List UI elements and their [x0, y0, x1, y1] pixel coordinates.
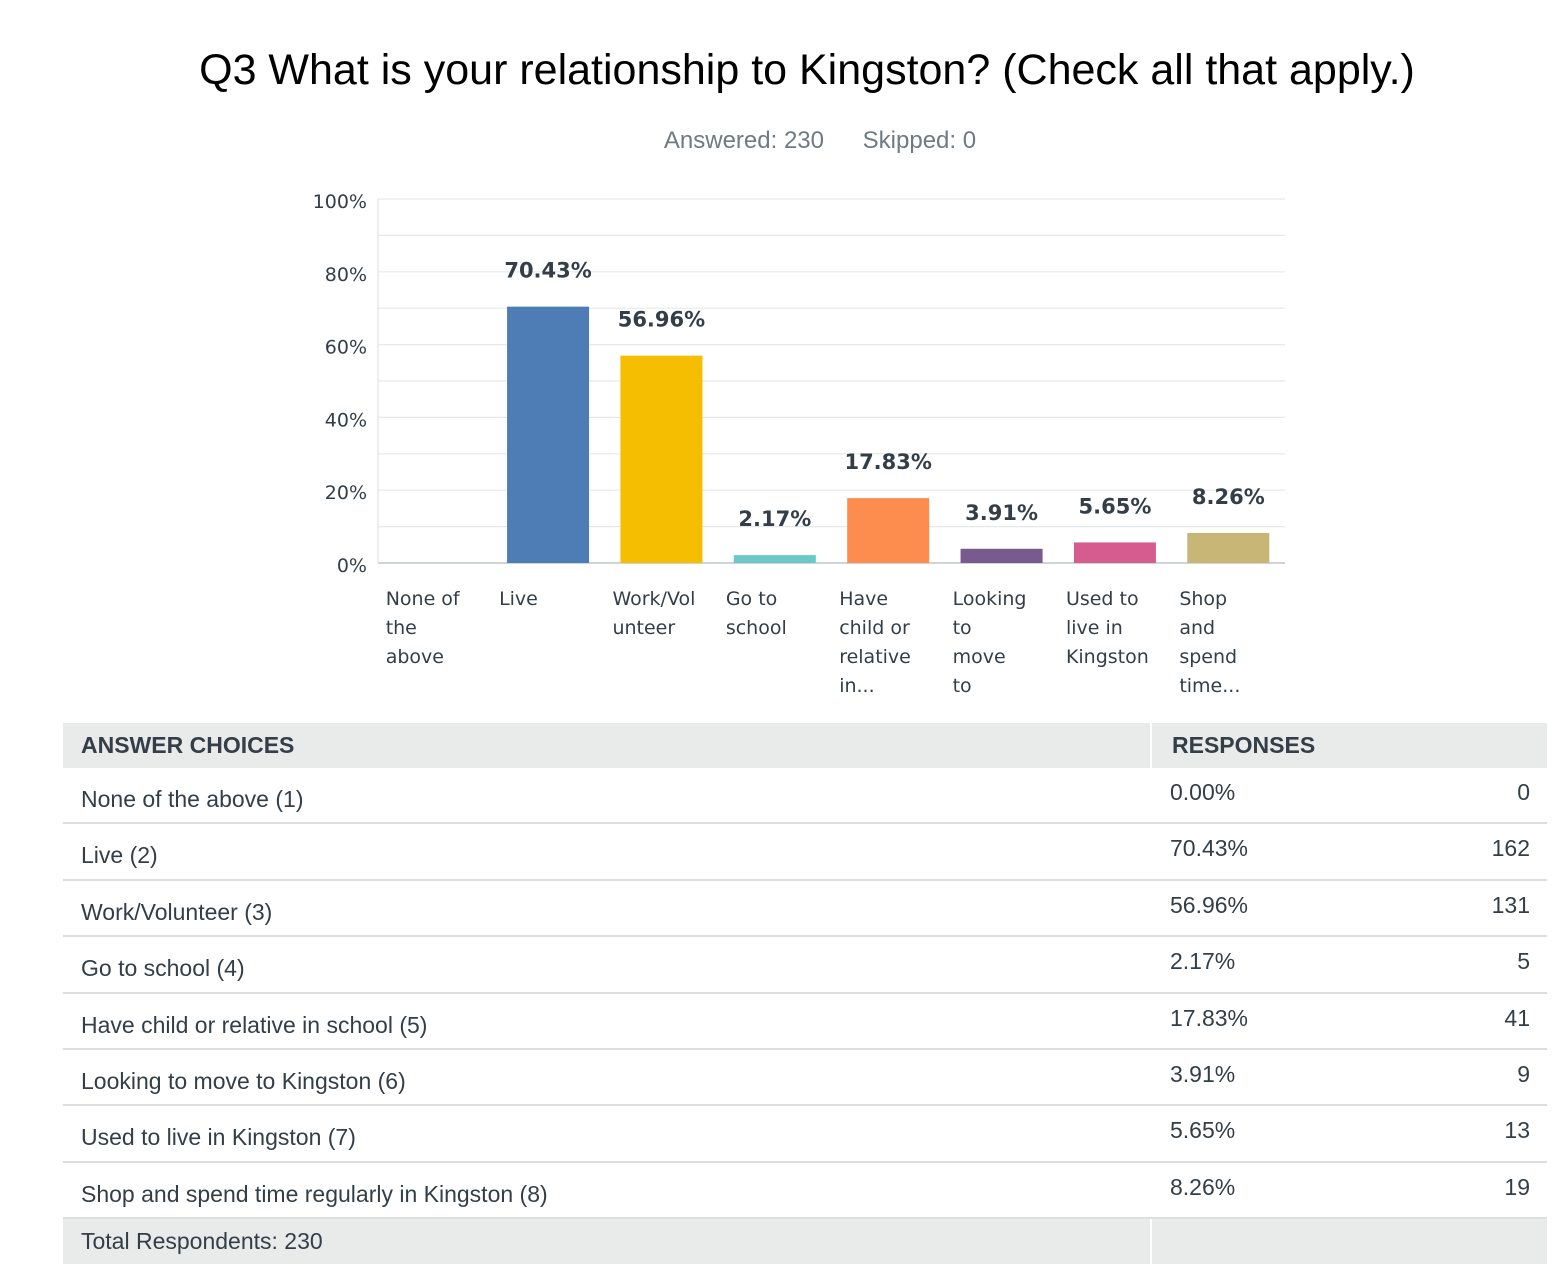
x-category-label: Shop and spend time...: [1179, 588, 1240, 697]
y-tick-label: 100%: [313, 191, 367, 213]
bar: [1073, 542, 1156, 563]
y-tick-label: 60%: [325, 337, 367, 359]
table-row: Shop and spend time regularly in Kingsto…: [63, 1163, 1547, 1220]
x-category-label: Work/Vol unteer: [612, 588, 695, 639]
bar-value-label: 70.43%: [504, 259, 591, 283]
x-category-label: Used to live in Kingston: [1066, 588, 1149, 668]
response-percent: 3.91%: [1170, 1060, 1236, 1087]
bar-value-label: 3.91%: [965, 501, 1038, 525]
response-count: 131: [1491, 891, 1530, 918]
table-body: None of the above (1) 0.00% 0 Live (2) 70.43…: [63, 768, 1547, 1220]
x-category-label-line: to: [953, 617, 972, 639]
table-row: None of the above (1) 0.00% 0: [63, 768, 1547, 825]
answered-count: Answered: 230: [663, 127, 824, 154]
response-count: 0: [1517, 779, 1530, 805]
x-category-label-line: Shop: [1179, 588, 1227, 610]
x-category-label-line: school: [726, 617, 787, 639]
bar-value-label: 17.83%: [844, 450, 931, 474]
y-tick-label: 20%: [325, 482, 367, 504]
table-row: Go to school (4) 2.17% 5: [63, 937, 1547, 994]
bar: [620, 355, 703, 563]
response-percent: 2.17%: [1170, 948, 1236, 975]
table-header: ANSWER CHOICES RESPONSES: [63, 723, 1547, 768]
bar-value-label: 8.26%: [1192, 485, 1265, 509]
answer-choice-cell: Looking to move to Kingston (6): [81, 1067, 406, 1094]
x-category-label-line: Live: [499, 588, 538, 610]
x-category-label-line: spend: [1179, 646, 1237, 668]
table-row: Have child or relative in school (5) 17.8…: [63, 994, 1547, 1050]
answer-choice-cell: None of the above (1): [81, 786, 304, 812]
answer-choice-cell: Go to school (4): [81, 955, 245, 982]
x-category-label-line: move: [953, 646, 1006, 668]
total-respondents: Total Respondents: 230: [81, 1228, 323, 1255]
x-category-label-line: Go to: [726, 588, 777, 610]
x-category-label: Have child or relative in...: [839, 588, 911, 697]
bar-value-label: 5.65%: [1079, 494, 1152, 518]
responses-table: ANSWER CHOICES RESPONSES None of the abo…: [63, 723, 1547, 1265]
bar: [847, 498, 930, 563]
x-category-label-line: and: [1179, 617, 1215, 639]
x-category-label-line: Used to: [1066, 588, 1139, 610]
answer-choice-cell: Live (2): [81, 842, 158, 869]
x-category-label-line: Work/Vol: [612, 588, 695, 610]
x-category-label-line: child or: [839, 617, 910, 639]
x-category-label-line: above: [386, 646, 444, 668]
response-percent: 70.43%: [1170, 835, 1249, 862]
responses-header: RESPONSES: [1150, 723, 1547, 768]
x-category-label-line: in...: [839, 675, 874, 697]
response-percent: 56.96%: [1170, 891, 1249, 918]
response-percent: 0.00%: [1170, 779, 1236, 805]
table-footer: Total Respondents: 230: [63, 1219, 1547, 1265]
answer-choice-cell: Shop and spend time regularly in Kingsto…: [81, 1180, 548, 1207]
x-category-label-line: Looking: [953, 588, 1027, 610]
response-count: 5: [1517, 948, 1530, 975]
table-row: Live (2) 70.43% 162: [63, 824, 1547, 881]
response-count: 13: [1504, 1117, 1530, 1144]
response-count: 41: [1504, 1004, 1530, 1031]
table-row: Looking to move to Kingston (6) 3.91% 9: [63, 1050, 1547, 1107]
x-category-label-line: Have: [839, 588, 888, 610]
x-category-label-line: relative: [839, 646, 911, 668]
table-row: Used to live in Kingston (7) 5.65% 13: [63, 1106, 1547, 1163]
bar: [733, 555, 816, 563]
bar-value-label: 56.96%: [618, 308, 705, 332]
response-stats: Answered: 230 Skipped: 0: [0, 127, 1566, 155]
y-tick-label: 0%: [337, 555, 367, 577]
x-category-label-line: None of: [386, 588, 461, 610]
skipped-count: Skipped: 0: [862, 127, 977, 154]
x-category-label-line: the: [386, 617, 417, 639]
response-percent: 8.26%: [1170, 1173, 1236, 1200]
x-category-label-line: Kingston: [1066, 646, 1149, 668]
answer-choices-header: ANSWER CHOICES: [81, 732, 295, 758]
table-row: Work/Volunteer (3) 56.96% 131: [63, 881, 1547, 938]
response-count: 162: [1491, 835, 1530, 862]
y-tick-label: 80%: [325, 264, 367, 286]
y-tick-label: 40%: [325, 409, 367, 431]
x-category-label: None of the above: [386, 588, 461, 668]
bar: [507, 306, 590, 563]
x-category-label-line: live in: [1066, 617, 1123, 639]
x-category-label-line: time...: [1179, 675, 1240, 697]
x-category-label-line: to: [953, 675, 972, 697]
footer-empty-cell: [1150, 1219, 1547, 1265]
label-clip-mask: [370, 707, 1300, 720]
answer-choice-cell: Have child or relative in school (5): [81, 1011, 428, 1038]
answer-choice-cell: Used to live in Kingston (7): [81, 1124, 356, 1151]
response-count: 9: [1517, 1060, 1530, 1087]
question-title: Q3 What is your relationship to Kingston…: [199, 46, 1415, 94]
x-category-label: Go to school: [726, 588, 787, 639]
response-count: 19: [1504, 1173, 1530, 1200]
bar-chart: 0% 20% 40% 60% 80% 100% None of the above 70.43% L…: [312, 191, 1300, 720]
x-category-label: Live: [499, 588, 538, 610]
x-category-label: LookingtomovetoKi...: [953, 588, 1027, 720]
x-category-label-line: unteer: [612, 617, 675, 639]
answer-choice-cell: Work/Volunteer (3): [81, 898, 273, 925]
bar: [1187, 532, 1270, 563]
response-percent: 17.83%: [1170, 1004, 1249, 1031]
bar: [960, 548, 1043, 563]
bar-value-label: 2.17%: [738, 507, 811, 531]
response-percent: 5.65%: [1170, 1117, 1236, 1144]
